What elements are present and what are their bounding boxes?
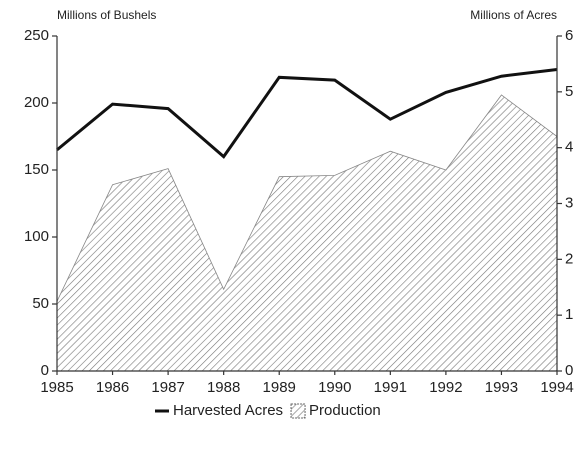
legend-swatch	[290, 403, 306, 419]
x-tick-label: 1986	[96, 379, 129, 396]
y2-tick-label: 1	[565, 306, 573, 323]
legend-label: Harvested Acres	[173, 402, 283, 419]
y-tick-label: 100	[24, 228, 49, 245]
x-tick-label: 1987	[151, 379, 184, 396]
y-tick-label: 200	[24, 94, 49, 111]
x-tick-label: 1989	[263, 379, 296, 396]
y2-axis-title: Millions of Acres	[470, 8, 557, 22]
x-tick-label: 1985	[40, 379, 73, 396]
y2-tick-label: 6	[565, 27, 573, 44]
y2-tick-label: 2	[565, 250, 573, 267]
y-axis-title: Millions of Bushels	[57, 8, 156, 22]
acres-line	[56, 68, 558, 159]
y-tick-label: 150	[24, 161, 49, 178]
y2-tick-label: 5	[565, 83, 573, 100]
production-area	[56, 94, 558, 372]
y-tick-label: 250	[24, 27, 49, 44]
x-tick-label: 1988	[207, 379, 240, 396]
x-tick-label: 1991	[374, 379, 407, 396]
x-tick-label: 1993	[485, 379, 518, 396]
x-tick-label: 1990	[318, 379, 351, 396]
y2-tick-label: 3	[565, 194, 573, 211]
x-tick-label: 1994	[540, 379, 573, 396]
x-tick-label: 1992	[429, 379, 462, 396]
y-tick-label: 50	[32, 295, 49, 312]
legend-label: Production	[309, 402, 381, 419]
y-tick-label: 0	[41, 362, 49, 379]
y2-tick-label: 4	[565, 139, 573, 156]
y2-tick-label: 0	[565, 362, 573, 379]
